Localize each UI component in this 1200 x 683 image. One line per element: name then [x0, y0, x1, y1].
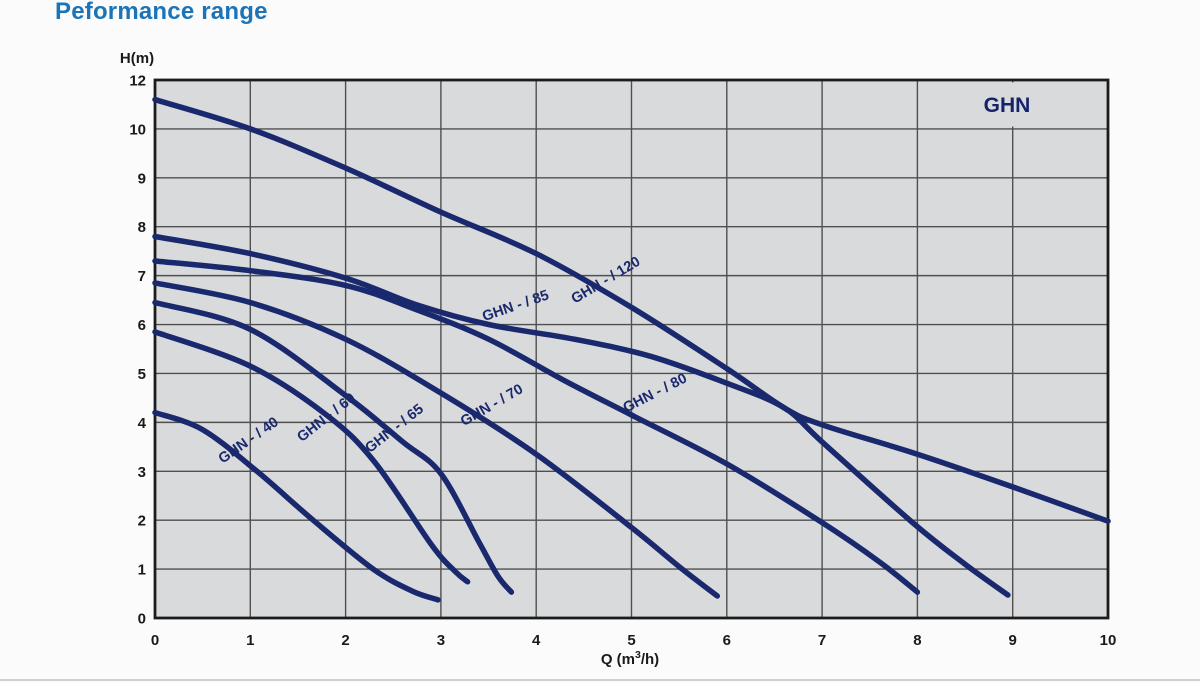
chart-corner-label: GHN: [984, 94, 1031, 117]
x-tick-label: 0: [151, 632, 159, 649]
y-tick-label: 7: [138, 268, 146, 285]
x-tick-label: 3: [437, 632, 445, 649]
y-tick-label: 4: [138, 415, 147, 432]
curve-40: [152, 409, 441, 603]
y-tick-label: 9: [138, 170, 146, 187]
page-title: Peformance range: [55, 0, 268, 25]
y-axis-title: H(m): [120, 50, 154, 67]
x-tick-label: 7: [818, 632, 826, 649]
x-tick-label: 8: [913, 632, 921, 649]
y-tick-label: 10: [129, 121, 146, 138]
y-tick-label: 12: [129, 73, 146, 90]
y-tick-label: 2: [138, 513, 146, 530]
x-axis-title: Q (m3/h): [601, 649, 659, 668]
y-tick-label: 3: [138, 464, 146, 481]
y-tick-label: 8: [138, 219, 146, 236]
x-tick-label: 9: [1009, 632, 1017, 649]
x-tick-label: 6: [723, 632, 731, 649]
plot-border: [153, 78, 1110, 620]
x-tick-label: 4: [532, 632, 541, 649]
y-tick-label: 6: [138, 317, 146, 334]
x-tick-label: 5: [627, 632, 635, 649]
curve-70: [152, 280, 721, 599]
curve-120: [152, 96, 1111, 524]
curve-60: [152, 329, 471, 585]
y-tick-label: 1: [138, 562, 146, 579]
y-tick-label: 5: [138, 366, 146, 383]
y-tick-label: 0: [138, 611, 146, 628]
x-tick-label: 1: [246, 632, 254, 649]
curve-80: [152, 258, 921, 595]
curve-85: [152, 233, 1011, 598]
corner-label-backing: [948, 82, 1068, 127]
curve-65: [152, 299, 515, 595]
x-tick-label: 10: [1100, 632, 1117, 649]
x-tick-label: 2: [341, 632, 349, 649]
bottom-divider: [0, 679, 1200, 681]
